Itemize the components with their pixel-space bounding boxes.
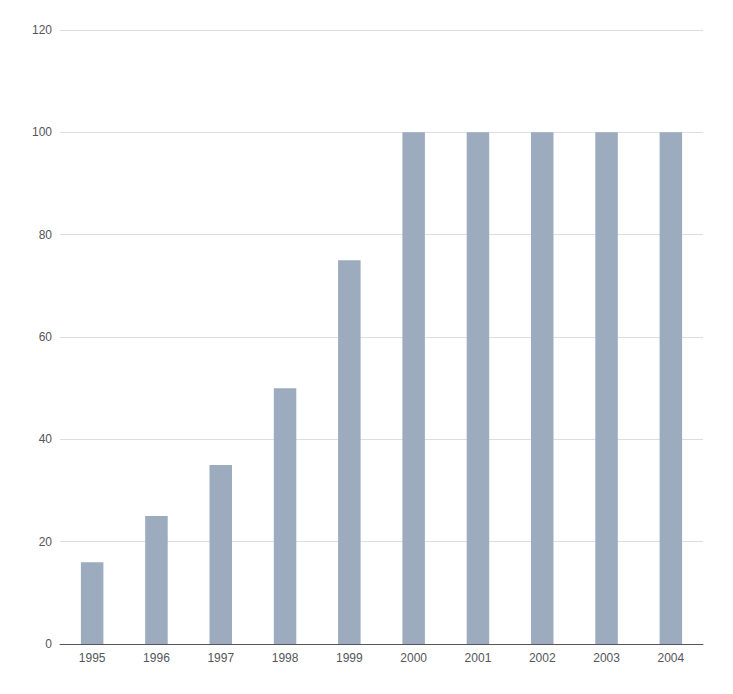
svg-text:2000: 2000 [400, 651, 427, 665]
svg-text:1999: 1999 [336, 651, 363, 665]
svg-text:1996: 1996 [143, 651, 170, 665]
svg-text:2002: 2002 [529, 651, 556, 665]
svg-text:2001: 2001 [465, 651, 492, 665]
svg-text:80: 80 [39, 228, 53, 242]
svg-text:40: 40 [39, 432, 53, 446]
svg-text:2003: 2003 [593, 651, 620, 665]
svg-text:1995: 1995 [79, 651, 106, 665]
svg-text:1997: 1997 [207, 651, 234, 665]
svg-text:2004: 2004 [657, 651, 684, 665]
svg-text:120: 120 [32, 23, 52, 37]
svg-text:100: 100 [32, 125, 52, 139]
svg-text:0: 0 [45, 637, 52, 651]
svg-text:20: 20 [39, 535, 53, 549]
svg-text:60: 60 [39, 330, 53, 344]
svg-text:1998: 1998 [272, 651, 299, 665]
